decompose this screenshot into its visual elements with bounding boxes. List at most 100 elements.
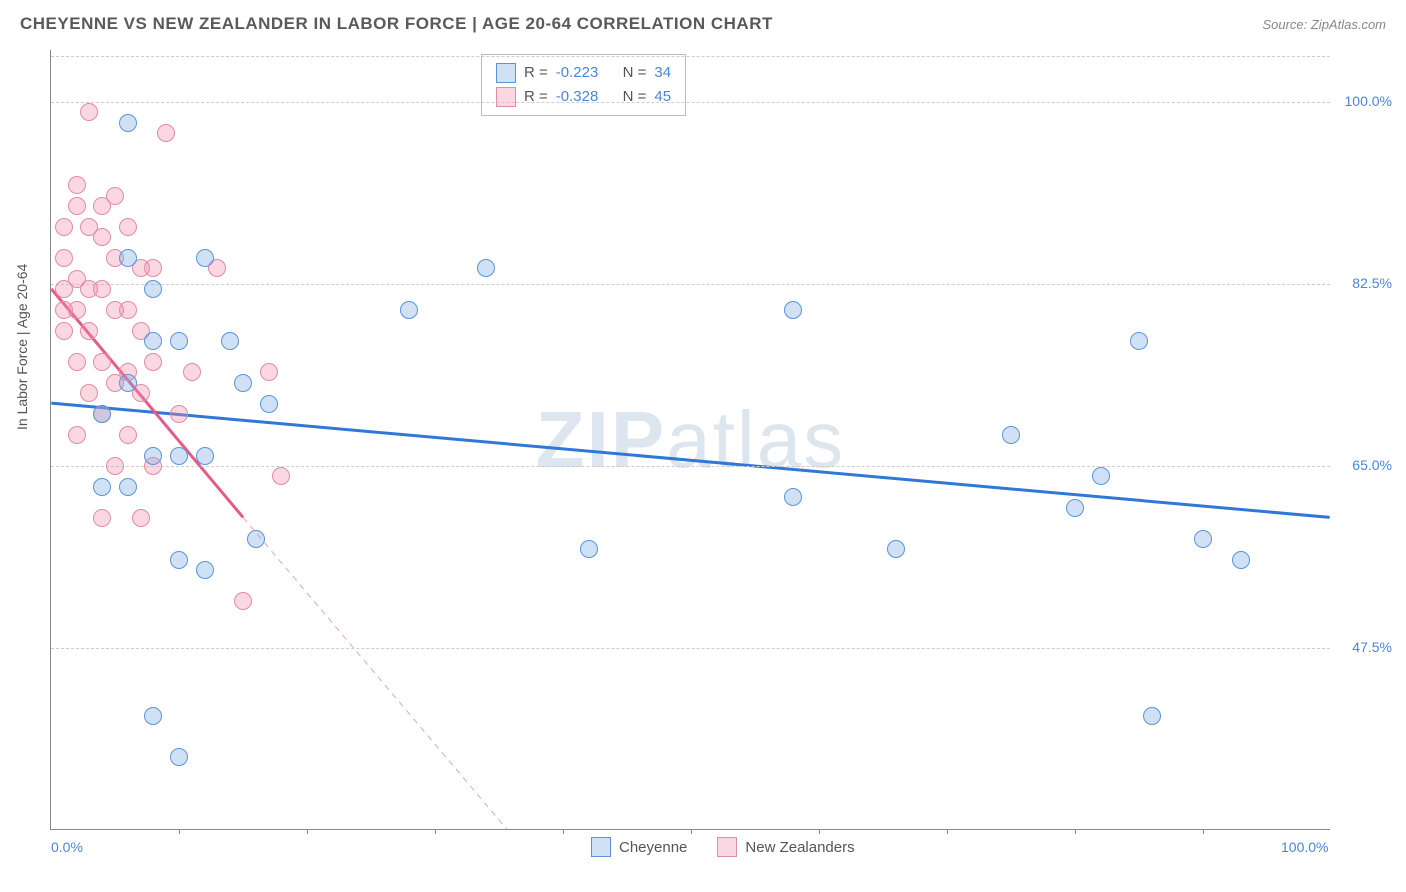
- scatter-point-newzealanders: [144, 259, 162, 277]
- chart-title: CHEYENNE VS NEW ZEALANDER IN LABOR FORCE…: [20, 14, 773, 34]
- scatter-point-cheyenne: [400, 301, 418, 319]
- x-tick-mark: [307, 829, 308, 834]
- y-tick-label: 65.0%: [1352, 457, 1392, 473]
- n-value: 45: [654, 85, 671, 109]
- scatter-point-newzealanders: [93, 353, 111, 371]
- stats-row: R = -0.223 N = 34: [496, 61, 671, 85]
- scatter-point-newzealanders: [119, 426, 137, 444]
- scatter-point-newzealanders: [93, 228, 111, 246]
- scatter-point-cheyenne: [170, 447, 188, 465]
- scatter-point-cheyenne: [221, 332, 239, 350]
- scatter-point-newzealanders: [55, 218, 73, 236]
- scatter-point-newzealanders: [132, 509, 150, 527]
- gridline: [51, 102, 1330, 103]
- scatter-point-newzealanders: [68, 353, 86, 371]
- y-tick-label: 100.0%: [1345, 93, 1392, 109]
- scatter-point-cheyenne: [234, 374, 252, 392]
- scatter-point-newzealanders: [157, 124, 175, 142]
- r-value: -0.328: [556, 85, 599, 109]
- scatter-point-newzealanders: [80, 384, 98, 402]
- scatter-point-newzealanders: [80, 322, 98, 340]
- scatter-point-cheyenne: [170, 551, 188, 569]
- n-label: N =: [623, 61, 647, 85]
- scatter-point-newzealanders: [55, 249, 73, 267]
- scatter-point-cheyenne: [119, 114, 137, 132]
- x-tick-mark: [563, 829, 564, 834]
- gridline: [51, 56, 1330, 57]
- chart-header: CHEYENNE VS NEW ZEALANDER IN LABOR FORCE…: [0, 0, 1406, 42]
- scatter-point-cheyenne: [196, 561, 214, 579]
- scatter-point-cheyenne: [144, 332, 162, 350]
- legend-swatch-newzealanders: [717, 837, 737, 857]
- y-tick-label: 82.5%: [1352, 275, 1392, 291]
- scatter-point-cheyenne: [119, 249, 137, 267]
- scatter-point-cheyenne: [260, 395, 278, 413]
- scatter-point-cheyenne: [93, 405, 111, 423]
- scatter-point-cheyenne: [477, 259, 495, 277]
- scatter-point-cheyenne: [170, 332, 188, 350]
- scatter-point-newzealanders: [170, 405, 188, 423]
- scatter-point-newzealanders: [80, 103, 98, 121]
- legend-item-newzealanders: New Zealanders: [717, 837, 854, 857]
- scatter-point-newzealanders: [144, 353, 162, 371]
- scatter-point-cheyenne: [119, 478, 137, 496]
- scatter-point-cheyenne: [93, 478, 111, 496]
- scatter-point-cheyenne: [144, 447, 162, 465]
- scatter-point-cheyenne: [1130, 332, 1148, 350]
- x-tick-mark: [435, 829, 436, 834]
- trend-line: [51, 289, 243, 518]
- scatter-point-cheyenne: [170, 748, 188, 766]
- y-axis-label: In Labor Force | Age 20-64: [14, 264, 30, 430]
- r-label: R =: [524, 85, 548, 109]
- x-tick-mark: [1203, 829, 1204, 834]
- x-tick-mark: [179, 829, 180, 834]
- trend-line: [51, 403, 1329, 517]
- stats-row: R = -0.328 N = 45: [496, 85, 671, 109]
- trend-line: [243, 517, 665, 829]
- scatter-point-cheyenne: [196, 447, 214, 465]
- x-tick-mark: [1075, 829, 1076, 834]
- scatter-point-cheyenne: [784, 301, 802, 319]
- r-value: -0.223: [556, 61, 599, 85]
- scatter-point-newzealanders: [68, 176, 86, 194]
- x-tick-label: 0.0%: [51, 839, 83, 855]
- x-tick-label: 100.0%: [1281, 839, 1328, 855]
- watermark-zip: ZIP: [536, 395, 666, 484]
- scatter-point-cheyenne: [196, 249, 214, 267]
- n-label: N =: [623, 85, 647, 109]
- scatter-point-newzealanders: [234, 592, 252, 610]
- scatter-point-newzealanders: [68, 197, 86, 215]
- scatter-point-newzealanders: [272, 467, 290, 485]
- scatter-point-newzealanders: [55, 322, 73, 340]
- scatter-point-newzealanders: [106, 187, 124, 205]
- legend-swatch-cheyenne: [496, 63, 516, 83]
- x-tick-mark: [691, 829, 692, 834]
- scatter-point-cheyenne: [1194, 530, 1212, 548]
- legend-swatch-cheyenne: [591, 837, 611, 857]
- scatter-point-cheyenne: [144, 280, 162, 298]
- n-value: 34: [654, 61, 671, 85]
- watermark-atlas: atlas: [666, 395, 845, 484]
- scatter-point-newzealanders: [93, 280, 111, 298]
- r-label: R =: [524, 61, 548, 85]
- x-tick-mark: [819, 829, 820, 834]
- scatter-point-newzealanders: [68, 301, 86, 319]
- scatter-point-cheyenne: [119, 374, 137, 392]
- y-tick-label: 47.5%: [1352, 639, 1392, 655]
- scatter-point-newzealanders: [119, 301, 137, 319]
- scatter-point-cheyenne: [1232, 551, 1250, 569]
- scatter-point-cheyenne: [580, 540, 598, 558]
- scatter-point-newzealanders: [93, 509, 111, 527]
- scatter-point-cheyenne: [1143, 707, 1161, 725]
- gridline: [51, 648, 1330, 649]
- scatter-point-newzealanders: [68, 426, 86, 444]
- watermark: ZIPatlas: [536, 394, 845, 486]
- legend-label: Cheyenne: [619, 839, 687, 856]
- scatter-point-cheyenne: [1092, 467, 1110, 485]
- x-tick-mark: [947, 829, 948, 834]
- chart-plot-area: ZIPatlas R = -0.223 N = 34 R = -0.328 N …: [50, 50, 1330, 830]
- scatter-point-newzealanders: [260, 363, 278, 381]
- gridline: [51, 284, 1330, 285]
- scatter-point-newzealanders: [183, 363, 201, 381]
- scatter-point-newzealanders: [119, 218, 137, 236]
